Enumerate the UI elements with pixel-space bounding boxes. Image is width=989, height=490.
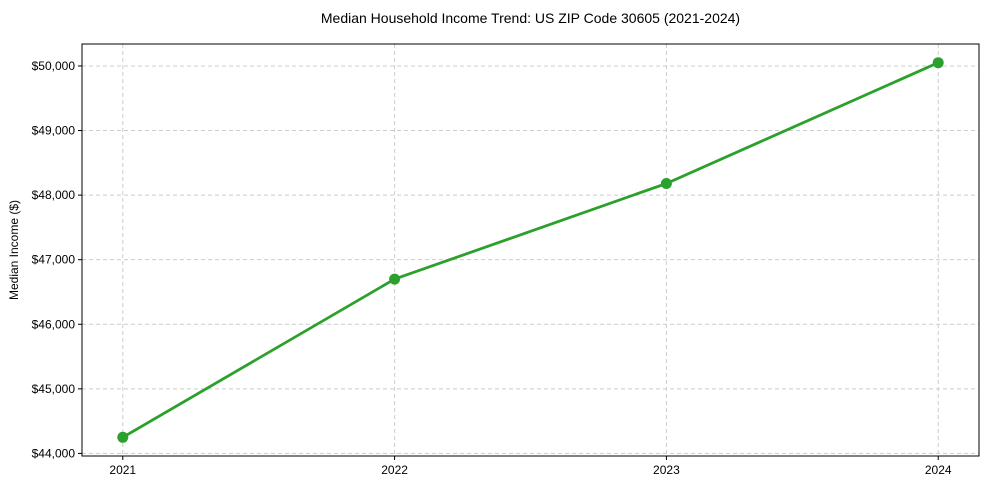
data-point-marker xyxy=(117,431,129,443)
y-tick-label: $49,000 xyxy=(32,124,76,138)
y-tick-label: $46,000 xyxy=(32,317,76,331)
x-tick-label: 2023 xyxy=(653,463,680,477)
income-series xyxy=(117,57,944,443)
chart-title: Median Household Income Trend: US ZIP Co… xyxy=(321,10,740,26)
gridlines xyxy=(82,44,979,456)
y-tick-label: $44,000 xyxy=(32,446,76,460)
y-tick-label: $50,000 xyxy=(32,59,76,73)
plot-border xyxy=(81,43,980,457)
axes: $44,000 $45,000 $46,000 $47,000 $48,000 $49,0… xyxy=(32,43,980,477)
x-tick-label: 2024 xyxy=(925,463,952,477)
x-tick-label: 2021 xyxy=(109,463,136,477)
y-axis-label: Median Income ($) xyxy=(7,200,21,300)
y-tick-label: $45,000 xyxy=(32,382,76,396)
y-tick-label: $47,000 xyxy=(32,253,76,267)
data-point-marker xyxy=(932,57,944,69)
trend-line xyxy=(121,61,940,439)
data-point-marker xyxy=(389,273,401,285)
y-tick-label: $48,000 xyxy=(32,188,76,202)
x-tick-label: 2022 xyxy=(381,463,408,477)
data-point-marker xyxy=(660,178,672,189)
